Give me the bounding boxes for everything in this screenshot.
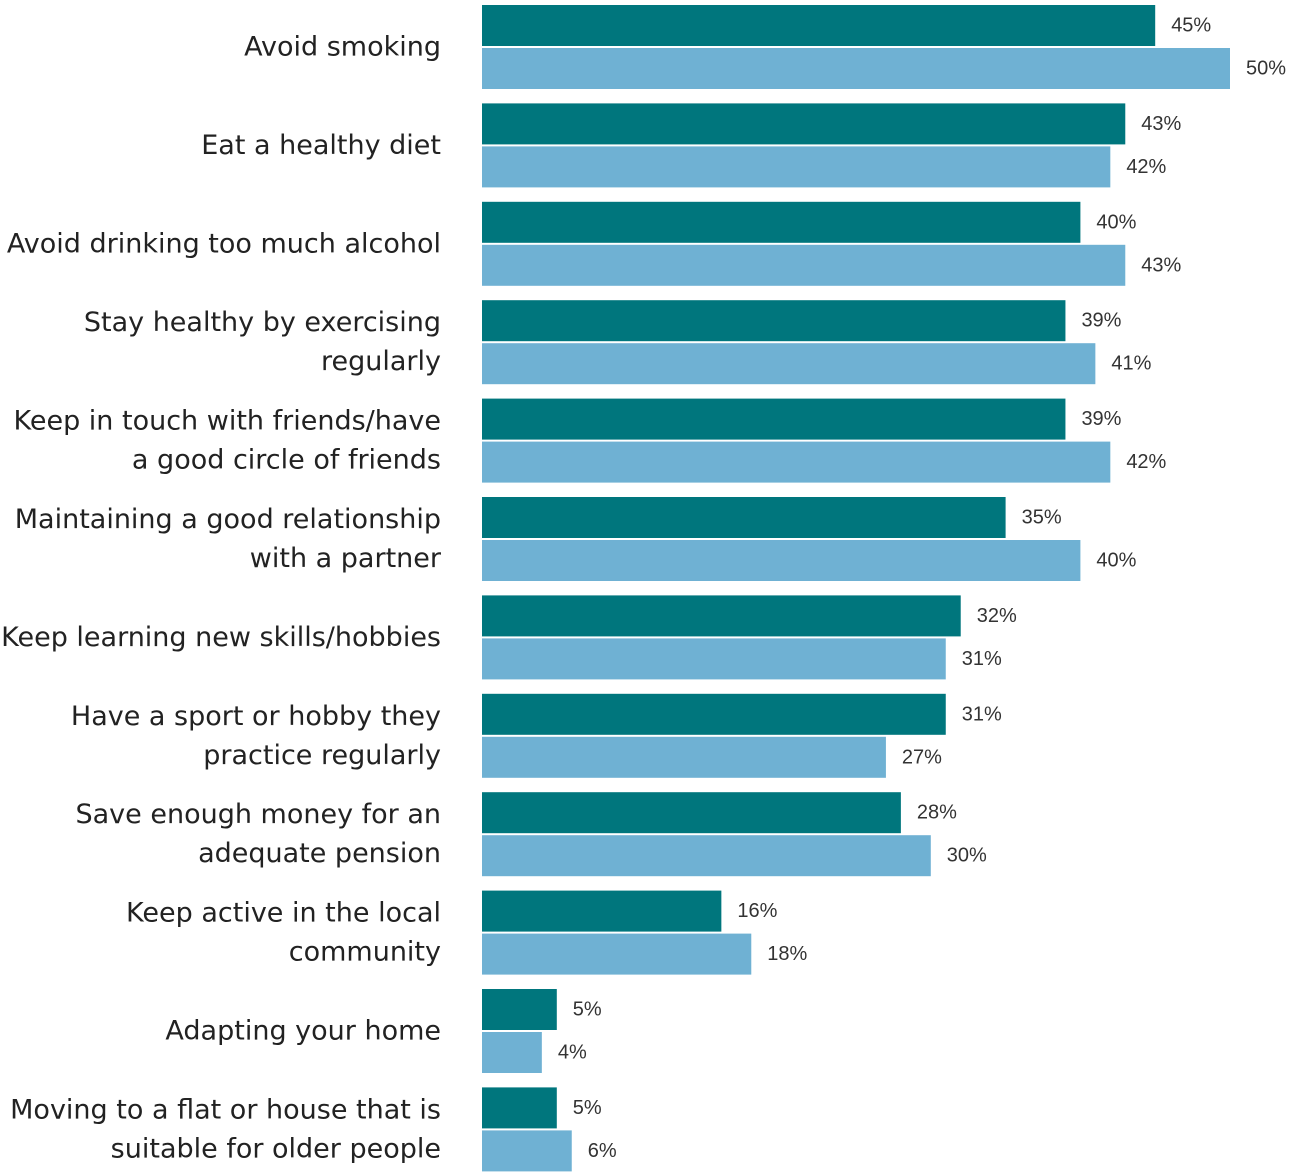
category-label-2: Eat a healthy diet — [201, 130, 441, 161]
bar-series2-6 — [482, 540, 1081, 581]
bar-series1-8 — [482, 693, 946, 735]
category-label-5-line1: Keep in touch with friends/have — [13, 406, 441, 437]
value-label-series1-12: 5% — [573, 1097, 602, 1119]
category-label-3: Avoid drinking too much alcohol — [7, 228, 441, 259]
value-label-series1-1: 45% — [1171, 15, 1211, 37]
bar-series2-8 — [482, 736, 886, 778]
bar-series1-10 — [482, 890, 722, 932]
category-label-8-line1: Have a sport or hobby they — [71, 701, 441, 732]
value-label-series1-5: 39% — [1081, 408, 1121, 430]
value-label-series2-8: 27% — [902, 746, 942, 768]
value-label-series1-3: 40% — [1096, 211, 1136, 233]
value-label-series1-9: 28% — [917, 802, 957, 824]
bar-series2-3 — [482, 244, 1126, 286]
bar-series2-2 — [482, 146, 1111, 188]
bar-series1-11 — [482, 989, 557, 1030]
value-label-series2-2: 42% — [1126, 156, 1166, 178]
value-label-series2-4: 41% — [1111, 353, 1151, 375]
category-label-12-line1: Moving to a flat or house that is — [10, 1094, 441, 1125]
bar-series2-9 — [482, 835, 931, 877]
bar-series2-4 — [482, 343, 1096, 385]
category-label-12-line2: suitable for older people — [111, 1133, 441, 1164]
bar-series1-9 — [482, 792, 901, 834]
value-labels: 45%50%43%42%40%43%39%41%39%42%35%40%32%3… — [558, 15, 1286, 1162]
value-label-series1-7: 32% — [977, 605, 1017, 627]
bar-series1-5 — [482, 398, 1066, 440]
category-labels: Avoid smoking Eat a healthy diet Avoid dri… — [1, 32, 442, 1165]
category-label-9-line2: adequate pension — [198, 838, 441, 869]
value-label-series1-10: 16% — [737, 900, 777, 922]
value-label-series1-4: 39% — [1081, 310, 1121, 332]
value-label-series2-10: 18% — [767, 943, 807, 965]
value-label-series1-11: 5% — [573, 999, 602, 1021]
category-label-8-line2: practice regularly — [203, 740, 441, 771]
category-label-6-line1: Maintaining a good relationship — [15, 504, 441, 535]
bars-layer — [482, 5, 1230, 1172]
value-label-series2-3: 43% — [1141, 254, 1181, 276]
bar-series1-12 — [482, 1087, 557, 1129]
value-label-series1-8: 31% — [962, 703, 1002, 725]
category-label-4-line2: regularly — [321, 346, 441, 377]
category-label-11: Adapting your home — [165, 1016, 441, 1047]
bar-series1-1 — [482, 5, 1156, 46]
bar-series1-2 — [482, 103, 1126, 145]
category-label-9-line1: Save enough money for an — [75, 799, 441, 830]
value-label-series2-1: 50% — [1246, 58, 1286, 80]
bar-series2-7 — [482, 638, 946, 680]
category-label-10-line1: Keep active in the local — [126, 898, 441, 929]
bar-series2-5 — [482, 441, 1111, 483]
value-label-series2-9: 30% — [947, 845, 987, 867]
category-label-1: Avoid smoking — [244, 32, 441, 63]
bar-series2-11 — [482, 1032, 542, 1073]
bar-series2-12 — [482, 1130, 572, 1172]
value-label-series1-2: 43% — [1141, 113, 1181, 135]
category-label-7: Keep learning new skills/hobbies — [1, 622, 441, 653]
category-label-10-line2: community — [289, 937, 441, 968]
value-label-series2-12: 6% — [588, 1140, 617, 1162]
category-label-4-line1: Stay healthy by exercising — [84, 307, 441, 338]
category-label-5-line2: a good circle of friends — [132, 445, 441, 476]
bar-series1-6 — [482, 497, 1006, 538]
category-label-6-line2: with a partner — [250, 543, 442, 574]
bar-series1-3 — [482, 201, 1081, 243]
bar-series1-7 — [482, 595, 961, 637]
value-label-series2-6: 40% — [1096, 550, 1136, 572]
value-label-series1-6: 35% — [1022, 507, 1062, 529]
value-label-series2-5: 42% — [1126, 451, 1166, 473]
bar-series1-4 — [482, 300, 1066, 342]
bar-series2-10 — [482, 933, 752, 975]
value-label-series2-7: 31% — [962, 648, 1002, 670]
value-label-series2-11: 4% — [558, 1042, 587, 1064]
bar-series2-1 — [482, 48, 1230, 89]
